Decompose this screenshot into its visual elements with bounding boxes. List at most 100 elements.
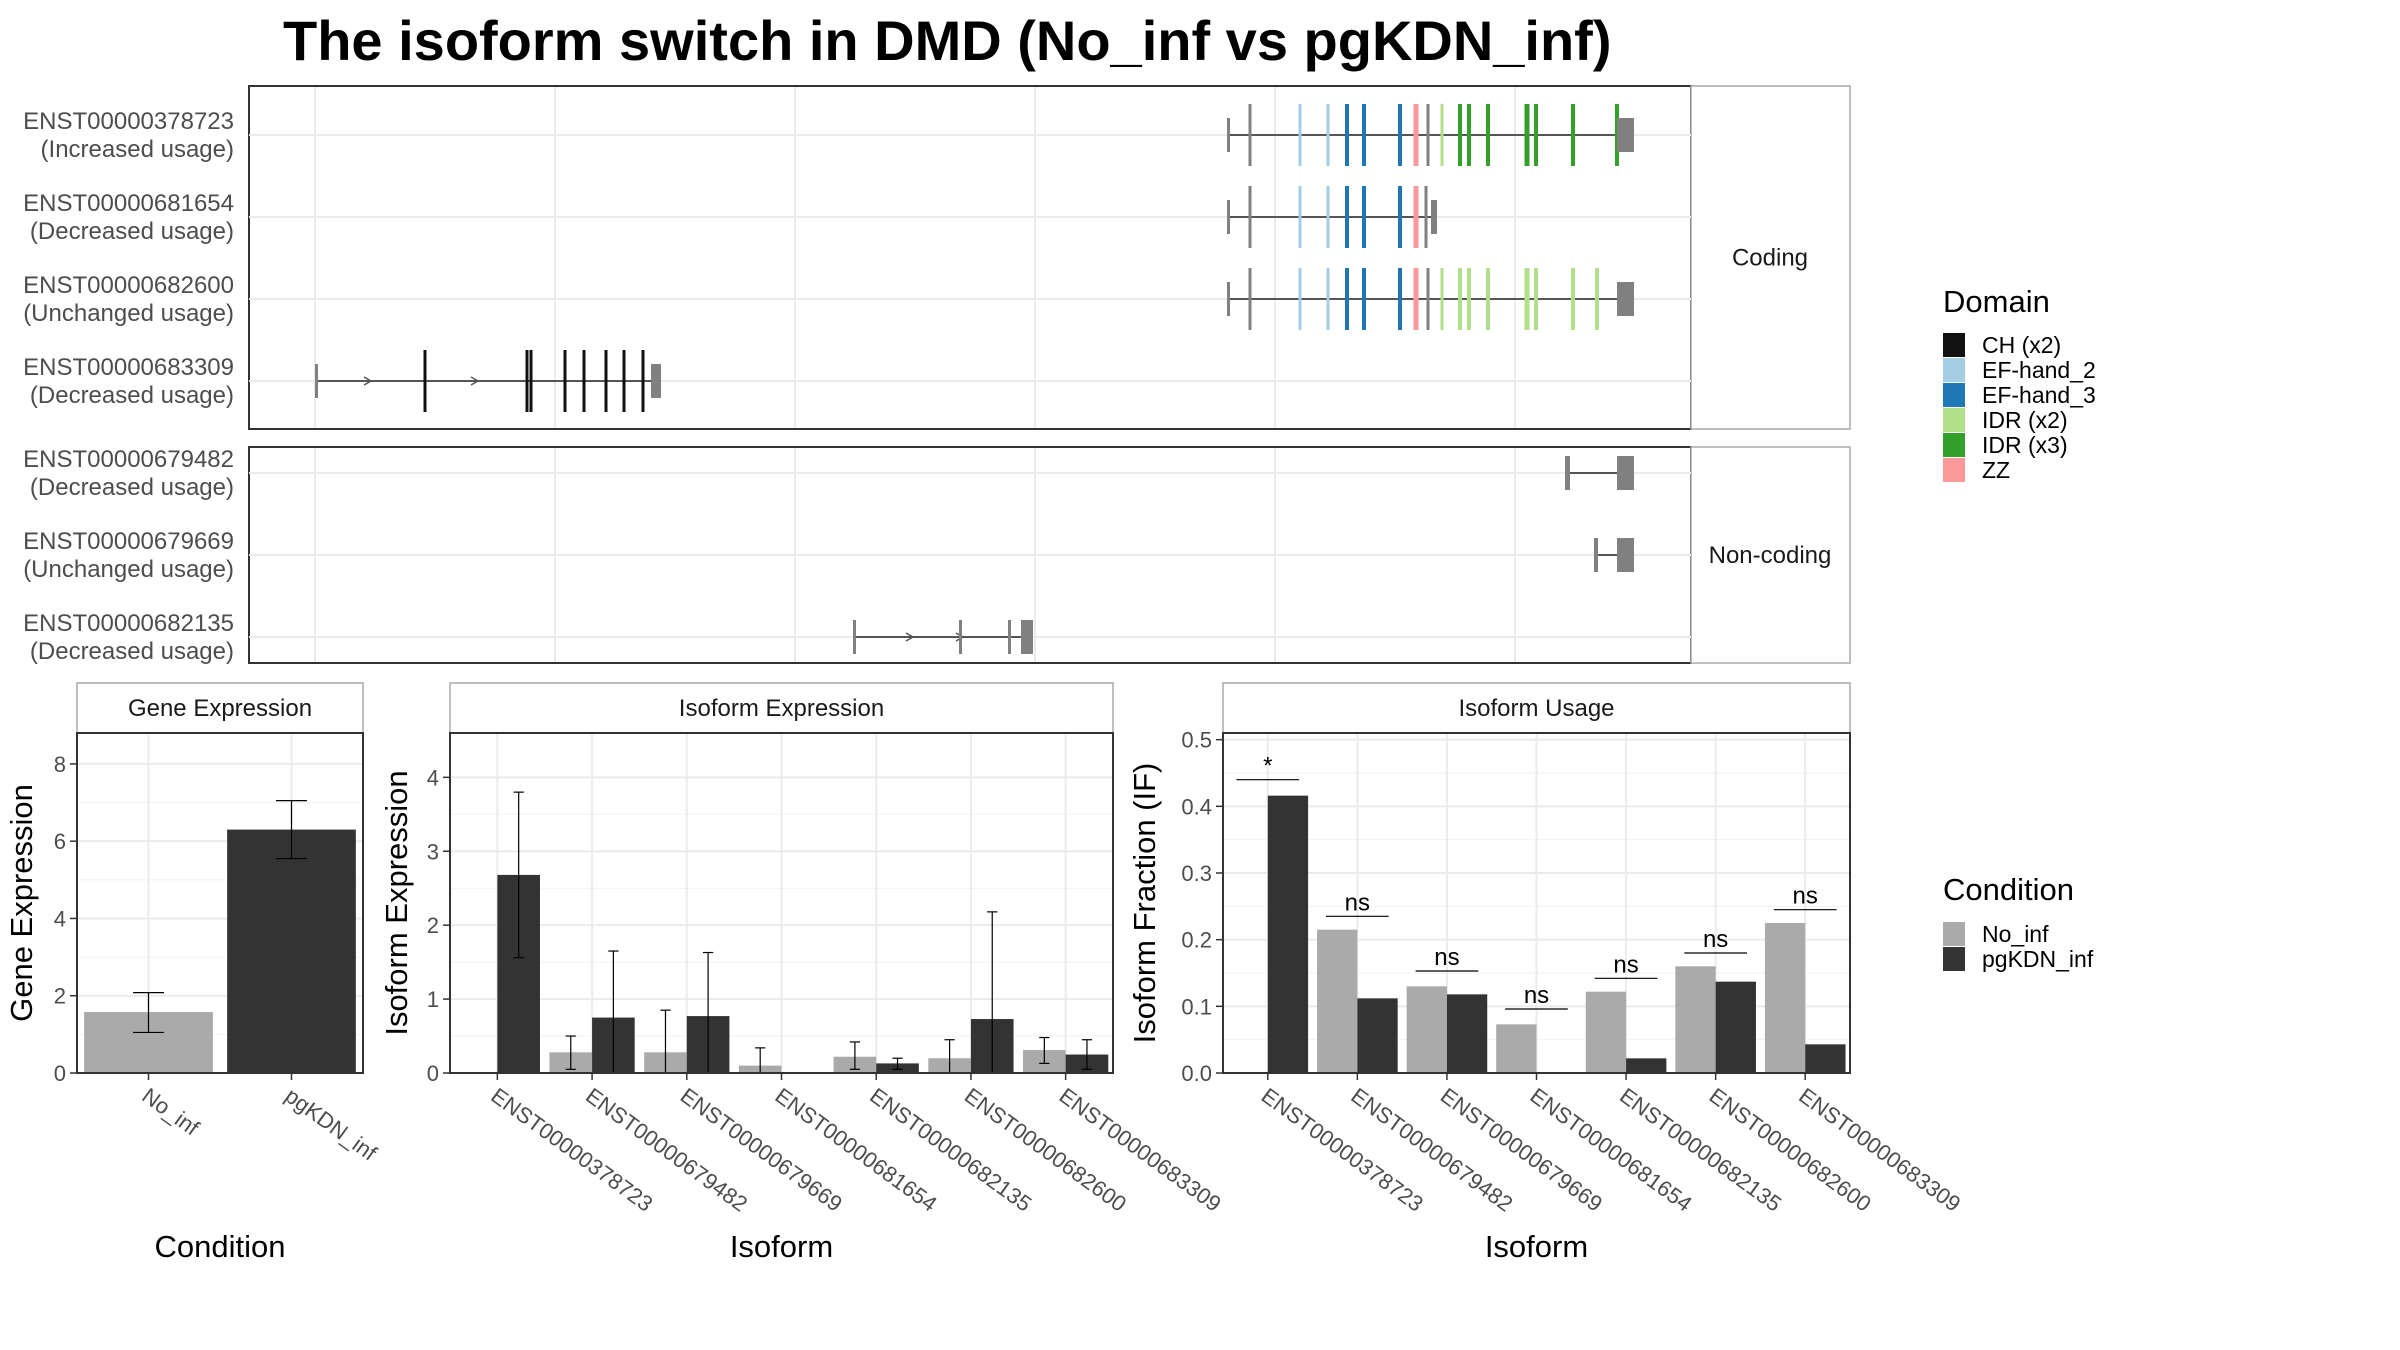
significance-label: ns bbox=[1524, 982, 1549, 1009]
panel-strip-label: Gene Expression bbox=[128, 695, 312, 722]
isoform-usage-label: (Decreased usage) bbox=[30, 474, 234, 501]
exon-mark bbox=[1326, 104, 1330, 166]
exon-mark bbox=[1326, 186, 1330, 248]
x-tick-label: ENST00000679482 bbox=[581, 1083, 752, 1217]
y-tick-label: 0.3 bbox=[1181, 861, 1212, 886]
exon-mark bbox=[1362, 186, 1366, 248]
y-tick-label: 0.5 bbox=[1181, 728, 1212, 753]
x-tick-label: ENST00000679482 bbox=[1346, 1083, 1517, 1217]
facet-strip-coding: Coding bbox=[1732, 245, 1808, 272]
exon-mark bbox=[1413, 268, 1419, 330]
exon-mark bbox=[1486, 104, 1490, 166]
exon-mark bbox=[1426, 104, 1430, 166]
x-axis-title: Isoform bbox=[1485, 1229, 1588, 1264]
isoform-id-label: ENST00000681654 bbox=[23, 190, 234, 217]
facet-strip bbox=[1690, 85, 1851, 430]
y-tick-label: 4 bbox=[54, 906, 66, 931]
legend-swatch bbox=[1943, 333, 1965, 357]
legend-label: IDR (x2) bbox=[1982, 407, 2068, 433]
bar bbox=[1585, 991, 1627, 1073]
exon-mark bbox=[1248, 268, 1252, 330]
x-tick-label: ENST00000682135 bbox=[1615, 1083, 1786, 1217]
exon-block bbox=[1617, 282, 1634, 316]
x-tick-label: ENST00000378723 bbox=[486, 1083, 657, 1217]
facet-strip bbox=[1690, 446, 1851, 664]
bar bbox=[1764, 923, 1806, 1073]
significance-label: * bbox=[1263, 753, 1272, 780]
exon-block bbox=[1227, 282, 1230, 316]
exon-block bbox=[1565, 456, 1570, 490]
exon-mark bbox=[423, 350, 427, 412]
y-tick-label: 2 bbox=[54, 984, 66, 1009]
isoform-id-label: ENST00000679482 bbox=[23, 446, 234, 473]
x-tick-label: ENST00000679669 bbox=[676, 1083, 847, 1217]
exon-block bbox=[1431, 200, 1437, 234]
legend-label: EF-hand_2 bbox=[1982, 357, 2096, 383]
exon-mark bbox=[1345, 104, 1349, 166]
exon-mark bbox=[1424, 186, 1428, 248]
x-tick-label: ENST00000679669 bbox=[1436, 1083, 1607, 1217]
isoform-id-label: ENST00000378723 bbox=[23, 108, 234, 135]
exon-mark bbox=[1440, 268, 1444, 330]
x-tick-label: No_inf bbox=[138, 1083, 205, 1141]
isoform-usage-label: (Decreased usage) bbox=[30, 382, 234, 409]
exon-mark bbox=[1571, 104, 1575, 166]
x-axis-title: Isoform bbox=[730, 1229, 833, 1264]
exon-mark bbox=[1524, 268, 1530, 330]
x-tick-label: ENST00000682600 bbox=[1705, 1083, 1876, 1217]
exon-mark bbox=[1524, 104, 1530, 166]
legend-swatch bbox=[1943, 922, 1965, 946]
exon-mark bbox=[1458, 104, 1462, 166]
bar bbox=[1267, 795, 1309, 1073]
legend-label: EF-hand_3 bbox=[1982, 382, 2096, 408]
legend-label: CH (x2) bbox=[1982, 332, 2061, 358]
isoform-id-label: ENST00000682135 bbox=[23, 610, 234, 637]
legend-label: ZZ bbox=[1982, 457, 2010, 483]
exon-mark bbox=[1345, 186, 1349, 248]
isoform-expression-panel: Isoform Expression01234ENST00000378723EN… bbox=[379, 682, 1226, 1264]
exon-mark bbox=[1571, 268, 1575, 330]
x-tick-label: ENST00000683309 bbox=[1055, 1083, 1226, 1217]
exon-mark bbox=[604, 350, 608, 412]
legend-label: IDR (x3) bbox=[1982, 432, 2068, 458]
exon-mark bbox=[1298, 186, 1302, 248]
y-tick-label: 2 bbox=[427, 913, 439, 938]
panel-strip bbox=[1222, 682, 1851, 734]
exon-mark bbox=[1398, 186, 1402, 248]
exon-block bbox=[651, 364, 661, 398]
exon-block bbox=[1594, 538, 1598, 572]
isoform-usage-label: (Decreased usage) bbox=[30, 218, 234, 245]
x-axis-title: Condition bbox=[155, 1229, 286, 1264]
exon-mark bbox=[622, 350, 626, 412]
legend-label: No_inf bbox=[1982, 921, 2049, 947]
panel-strip bbox=[449, 682, 1114, 734]
exon-mark bbox=[1398, 104, 1402, 166]
isoform-usage-label: (Unchanged usage) bbox=[23, 556, 234, 583]
legend-title: Domain bbox=[1943, 284, 2050, 319]
isoform-usage-label: (Unchanged usage) bbox=[23, 300, 234, 327]
exon-mark bbox=[1398, 268, 1402, 330]
y-tick-label: 0.4 bbox=[1181, 794, 1212, 819]
legend-swatch bbox=[1943, 383, 1965, 407]
exon-mark bbox=[1595, 268, 1599, 330]
bar bbox=[1446, 994, 1488, 1073]
exon-mark bbox=[529, 350, 533, 412]
exon-block bbox=[1021, 620, 1033, 654]
exon-block bbox=[1227, 200, 1230, 234]
exon-mark bbox=[1298, 268, 1302, 330]
significance-label: ns bbox=[1703, 926, 1728, 953]
exon-block bbox=[1617, 538, 1634, 572]
y-tick-label: 4 bbox=[427, 765, 439, 790]
y-tick-label: 6 bbox=[54, 829, 66, 854]
y-axis-title: Gene Expression bbox=[4, 784, 39, 1022]
exon-block bbox=[315, 364, 318, 398]
isoform-usage-panel: Isoform Usage * ns ns ns ns ns ns 0.0 0.1 0.2 0.3 0.… bbox=[1127, 682, 1965, 1264]
bar bbox=[1406, 986, 1447, 1073]
y-axis-title: Isoform Fraction (IF) bbox=[1127, 763, 1162, 1044]
isoform-usage-label: (Decreased usage) bbox=[30, 638, 234, 665]
exon-mark bbox=[1413, 186, 1419, 248]
y-tick-label: 0.1 bbox=[1181, 994, 1212, 1019]
exon-block bbox=[1617, 456, 1634, 490]
